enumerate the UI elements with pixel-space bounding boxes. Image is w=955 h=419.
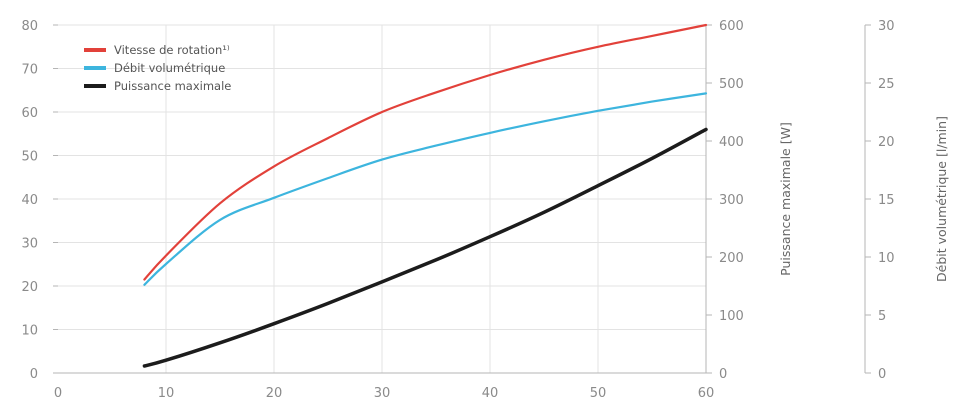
x-tick-label: 0 <box>54 386 62 401</box>
y-right1-tick-label: 0 <box>719 367 727 382</box>
y-left-tick-label: 0 <box>30 367 38 382</box>
y-right1-tick-label: 200 <box>719 251 744 266</box>
x-tick-label: 20 <box>266 386 283 401</box>
y-left-tick-label: 70 <box>21 63 38 78</box>
y-right2-tick-label: 10 <box>878 251 895 266</box>
x-tick-label: 10 <box>158 386 175 401</box>
right-axis-1-label: Puissance maximale [W] <box>778 122 793 276</box>
y-right2-tick-label: 5 <box>878 309 886 324</box>
y-right1-tick-label: 300 <box>719 193 744 208</box>
legend-label: Vitesse de rotation¹⁾ <box>114 43 230 57</box>
y-left-tick-label: 50 <box>21 150 38 165</box>
y-right1-tick-label: 100 <box>719 309 744 324</box>
series-line-2 <box>142 127 708 368</box>
y-right2-tick-label: 0 <box>878 367 886 382</box>
y-right2-tick-label: 30 <box>878 19 895 34</box>
y-left-tick-label: 20 <box>21 280 38 295</box>
y-left-tick-label: 60 <box>21 106 38 121</box>
x-tick-label: 40 <box>482 386 499 401</box>
x-tick-label: 30 <box>374 386 391 401</box>
x-tick-label: 50 <box>590 386 607 401</box>
series <box>142 23 708 368</box>
legend-label: Débit volumétrique <box>114 61 225 75</box>
series-line-0 <box>143 23 708 281</box>
y-right1-tick-label: 500 <box>719 77 744 92</box>
y-left-tick-label: 30 <box>21 237 38 252</box>
y-left-tick-label: 10 <box>21 324 38 339</box>
y-right1-tick-label: 600 <box>719 19 744 34</box>
x-tick-label: 60 <box>698 386 715 401</box>
y-right2-tick-label: 20 <box>878 135 895 150</box>
axes: 0 10 20 30 40 50 60010203040506070800100200300… <box>21 19 894 401</box>
y-left-tick-label: 40 <box>21 193 38 208</box>
y-left-tick-label: 80 <box>21 19 38 34</box>
series-line-1 <box>143 92 708 286</box>
y-right1-tick-label: 400 <box>719 135 744 150</box>
y-right2-tick-label: 25 <box>878 77 895 92</box>
right-axis-2-label: Débit volumétrique [l/min] <box>934 116 949 282</box>
grid <box>58 24 707 373</box>
legend: Vitesse de rotation¹⁾ Débit volumétrique P… <box>84 43 231 93</box>
legend-label: Puissance maximale <box>114 79 231 93</box>
y-right2-tick-label: 15 <box>878 193 895 208</box>
